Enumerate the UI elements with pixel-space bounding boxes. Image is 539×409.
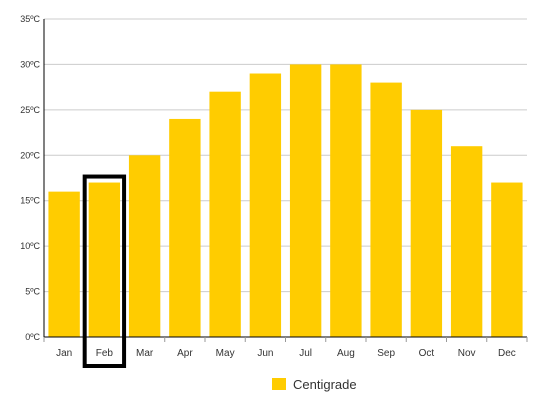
y-tick-label: 15ºC bbox=[20, 196, 40, 206]
bar-apr[interactable] bbox=[169, 118, 201, 337]
legend-swatch[interactable] bbox=[272, 378, 286, 390]
x-tick-label: Jun bbox=[257, 348, 273, 359]
bar-nov[interactable] bbox=[450, 146, 483, 337]
bars bbox=[48, 64, 523, 337]
bar-feb[interactable] bbox=[88, 182, 121, 337]
highlight-box bbox=[82, 174, 127, 368]
x-tick-label: Feb bbox=[96, 348, 114, 359]
legend-label[interactable]: Centigrade bbox=[293, 377, 357, 392]
bar-jan[interactable] bbox=[48, 191, 80, 337]
y-tick-label: 35ºC bbox=[20, 14, 40, 24]
bar-aug[interactable] bbox=[330, 64, 362, 337]
legend[interactable]: Centigrade bbox=[272, 377, 357, 392]
x-tick-label: Nov bbox=[458, 348, 476, 359]
x-tick-label: Dec bbox=[498, 348, 516, 359]
bar-dec[interactable] bbox=[491, 182, 523, 337]
x-tick-label: Mar bbox=[136, 348, 154, 359]
y-tick-label: 0ºC bbox=[25, 332, 40, 342]
y-tick-label: 30ºC bbox=[20, 59, 40, 69]
highlight-box-layer bbox=[82, 174, 127, 368]
y-tick-label: 5ºC bbox=[25, 287, 40, 297]
x-axis-ticks: Jan Feb Mar Apr May Jun Jul Aug Sep Oct Nov Dec bbox=[43, 337, 528, 359]
x-tick-label: Aug bbox=[337, 348, 355, 359]
bar-jun[interactable] bbox=[249, 73, 282, 337]
x-tick-label: Oct bbox=[419, 348, 435, 359]
bar-sep[interactable] bbox=[370, 82, 402, 337]
y-axis-ticks: 0ºC 5ºC 10ºC 15ºC 20ºC 25ºC 30ºC 35ºC bbox=[20, 14, 40, 342]
bar-may[interactable] bbox=[209, 91, 241, 337]
bar-oct[interactable] bbox=[410, 109, 443, 337]
y-tick-label: 25ºC bbox=[20, 105, 40, 115]
y-tick-label: 10ºC bbox=[20, 241, 40, 251]
x-tick-label: Apr bbox=[177, 348, 193, 359]
x-tick-label: Jul bbox=[299, 348, 312, 359]
bar-jul[interactable] bbox=[289, 64, 322, 337]
x-tick-label: May bbox=[216, 348, 235, 359]
x-tick-label: Jan bbox=[56, 348, 72, 359]
y-tick-label: 20ºC bbox=[20, 150, 40, 160]
bar-mar[interactable] bbox=[128, 155, 161, 337]
x-tick-label: Sep bbox=[377, 348, 395, 359]
